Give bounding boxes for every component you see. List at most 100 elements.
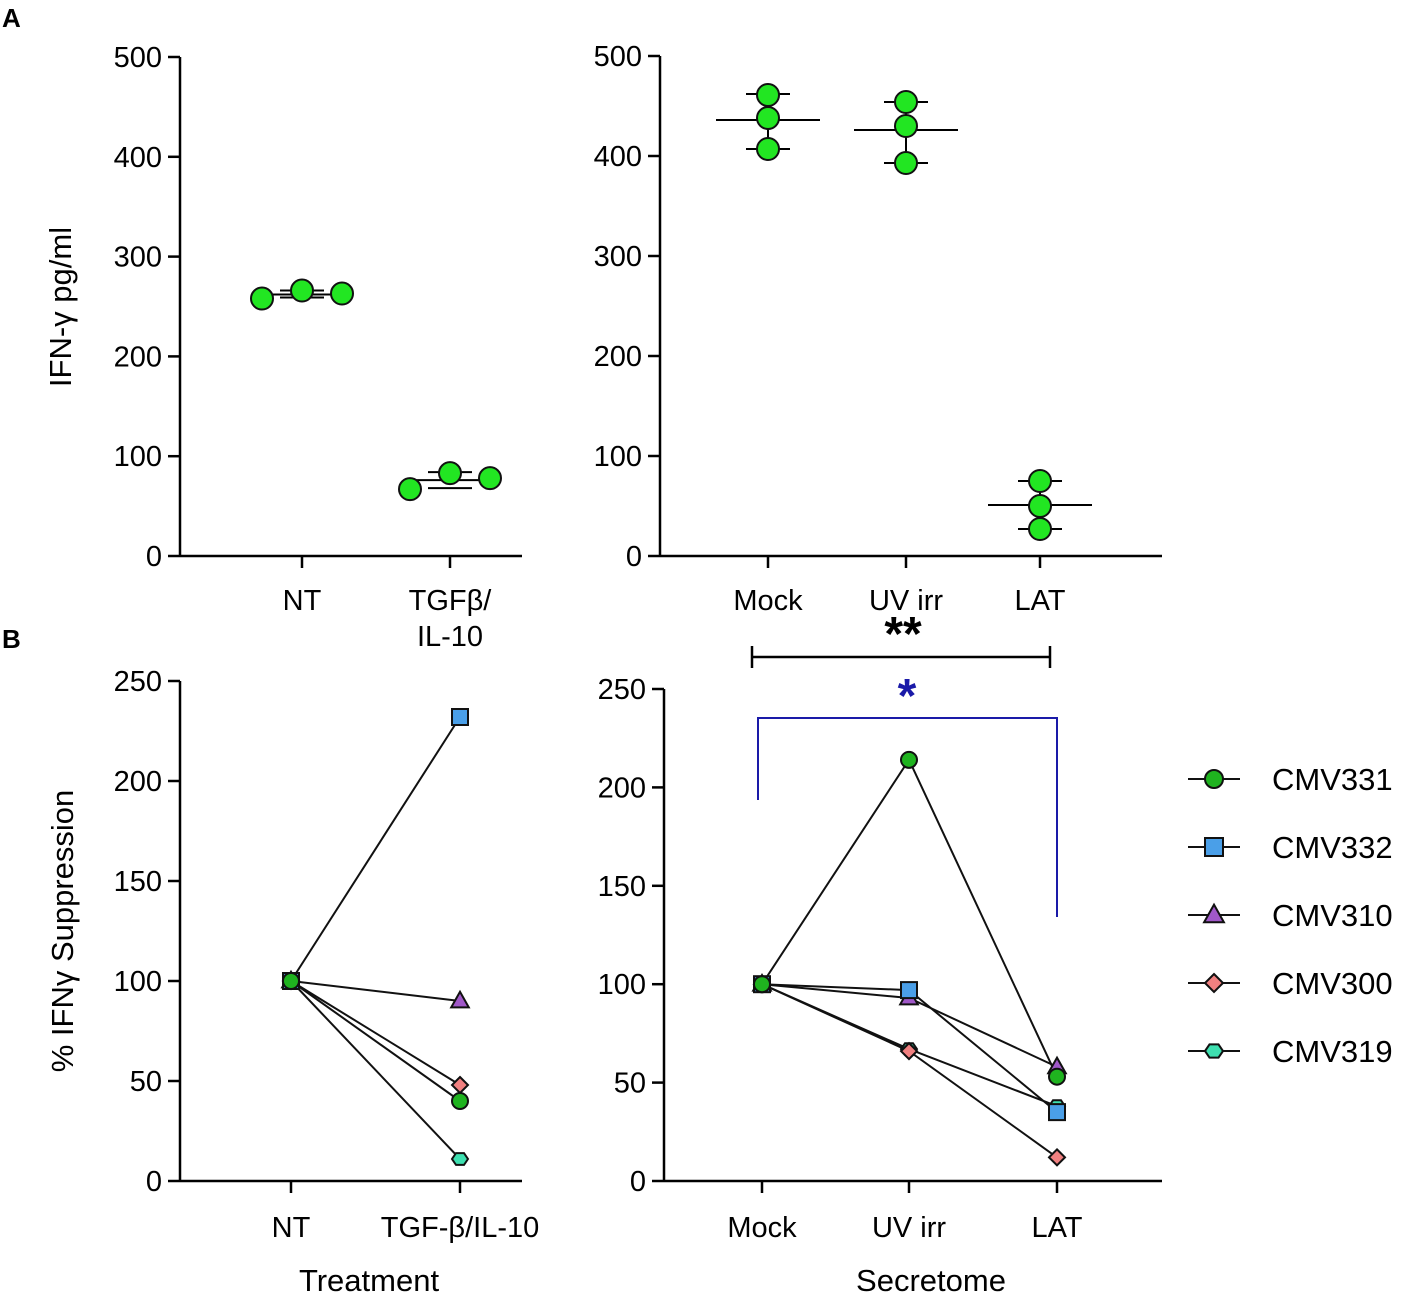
data-point bbox=[900, 750, 918, 769]
significance-blue: * bbox=[757, 670, 1058, 917]
x-tick-label: LAT bbox=[1014, 585, 1065, 617]
series-line-cmv319 bbox=[290, 980, 461, 1160]
chart-a-right: 0 100 200 300 400 500 Mock UV irr LAT bbox=[594, 41, 1162, 617]
legend-label: CMV332 bbox=[1272, 830, 1393, 865]
data-point bbox=[451, 708, 469, 726]
legend-item-cmv331: CMV331 bbox=[1188, 762, 1393, 797]
legend-item-cmv332: CMV332 bbox=[1188, 830, 1393, 865]
data-point bbox=[753, 975, 771, 994]
y-tick-label: 150 bbox=[598, 871, 646, 903]
scatter-group bbox=[854, 90, 958, 175]
scatter-group bbox=[250, 278, 354, 311]
x-tick-label: IL-10 bbox=[417, 621, 483, 653]
y-tick-label: 0 bbox=[626, 541, 642, 573]
data-point bbox=[894, 114, 918, 138]
series-line-cmv300 bbox=[290, 980, 461, 1086]
legend-marker bbox=[1203, 1043, 1225, 1059]
x-tick-label: NT bbox=[283, 585, 322, 617]
sig-blue-bracket bbox=[757, 717, 1058, 917]
data-point bbox=[1028, 494, 1052, 518]
legend: CMV331 CMV332 CMV310 CMV300 CMV319 bbox=[1188, 762, 1393, 1069]
y-tick-label: 200 bbox=[114, 766, 162, 798]
legend-marker bbox=[1203, 972, 1225, 994]
data-point bbox=[450, 1152, 470, 1166]
data-point bbox=[1048, 1067, 1066, 1086]
y-tick-label: 100 bbox=[594, 441, 642, 473]
series-line-cmv300 bbox=[761, 983, 1058, 1159]
data-point bbox=[899, 1041, 919, 1061]
legend-item-cmv300: CMV300 bbox=[1188, 966, 1393, 1001]
y-tick-label: 100 bbox=[598, 969, 646, 1001]
y-tick-label: 250 bbox=[598, 674, 646, 706]
scatter-group bbox=[716, 83, 820, 161]
data-point bbox=[1047, 1147, 1067, 1167]
sig-black-label: ** bbox=[884, 608, 922, 661]
y-tick-label: 300 bbox=[594, 241, 642, 273]
y-tick-label: 150 bbox=[114, 866, 162, 898]
x-tick-label: TGFβ/ bbox=[409, 585, 493, 617]
data-point bbox=[900, 981, 918, 1000]
chart-b-right: 0 50 100 150 200 250 Mock UV irr LAT Secretome bbox=[598, 674, 1162, 1296]
data-point bbox=[398, 477, 422, 502]
y-tick-label: 0 bbox=[146, 1166, 162, 1198]
data-point bbox=[450, 1075, 470, 1095]
x-tick-label: LAT bbox=[1031, 1212, 1082, 1244]
legend-label: CMV331 bbox=[1272, 762, 1393, 797]
x-axis-title: Secretome bbox=[856, 1263, 1006, 1296]
y-tick-label: 50 bbox=[614, 1068, 646, 1100]
x-tick-label: Mock bbox=[727, 1212, 797, 1244]
data-point bbox=[1028, 469, 1052, 493]
series-line-cmv332 bbox=[290, 716, 461, 982]
series-points-cmv331 bbox=[753, 750, 1066, 1086]
y-tick-label: 200 bbox=[114, 341, 162, 373]
data-point bbox=[290, 278, 314, 303]
data-point bbox=[894, 151, 918, 175]
y-tick-label: 50 bbox=[130, 1066, 162, 1098]
y-tick-label: 300 bbox=[114, 242, 162, 274]
legend-item-cmv319: CMV319 bbox=[1188, 1034, 1393, 1069]
series-line-cmv331 bbox=[761, 757, 1058, 1078]
series-line-cmv310 bbox=[290, 980, 461, 1002]
legend-label: CMV310 bbox=[1272, 898, 1393, 933]
series-points-cmv331 bbox=[282, 972, 469, 1110]
legend-marker bbox=[1204, 769, 1224, 789]
y-tick-label: 0 bbox=[146, 541, 162, 573]
data-point bbox=[756, 137, 780, 161]
data-point bbox=[250, 286, 274, 311]
y-tick-label: 400 bbox=[114, 142, 162, 174]
x-tick-label: NT bbox=[272, 1212, 311, 1244]
y-tick-label: 0 bbox=[630, 1166, 646, 1198]
y-tick-label: 200 bbox=[598, 772, 646, 804]
x-axis-title: Treatment bbox=[299, 1263, 440, 1296]
x-tick-label: UV irr bbox=[872, 1212, 946, 1244]
y-tick-label: 500 bbox=[114, 42, 162, 74]
legend-marker bbox=[1202, 902, 1226, 924]
y-axis-title: % IFNγ Suppression bbox=[45, 790, 80, 1073]
y-tick-label: 250 bbox=[114, 666, 162, 698]
data-point bbox=[894, 90, 918, 114]
y-tick-label: 100 bbox=[114, 966, 162, 998]
panel-label-b: B bbox=[2, 624, 21, 654]
y-tick-label: 200 bbox=[594, 341, 642, 373]
data-point bbox=[1048, 1103, 1066, 1122]
series-line-cmv331 bbox=[290, 980, 461, 1102]
data-point bbox=[282, 972, 300, 990]
data-point bbox=[756, 83, 780, 107]
y-tick-label: 100 bbox=[114, 441, 162, 473]
y-tick-label: 400 bbox=[594, 141, 642, 173]
data-point bbox=[330, 281, 354, 306]
chart-b-left: 0 50 100 150 200 250 NT TGF-β/IL-10 % IFNγ Suppr… bbox=[45, 666, 539, 1296]
legend-item-cmv310: CMV310 bbox=[1188, 898, 1393, 933]
legend-marker bbox=[1204, 837, 1224, 857]
x-tick-label: UV irr bbox=[869, 585, 943, 617]
significance-black: ** bbox=[750, 608, 1052, 668]
y-axis-title: IFN-γ pg/ml bbox=[43, 227, 78, 387]
x-tick-label: Mock bbox=[733, 585, 803, 617]
data-point bbox=[756, 106, 780, 130]
legend-label: CMV300 bbox=[1272, 966, 1393, 1001]
data-point bbox=[449, 989, 471, 1009]
panel-label-a: A bbox=[2, 3, 21, 33]
data-point bbox=[451, 1092, 469, 1110]
chart-a-left: 0 100 200 300 400 500 NT TGFβ/IL-10 IFN-γ pg/ml bbox=[43, 42, 522, 653]
